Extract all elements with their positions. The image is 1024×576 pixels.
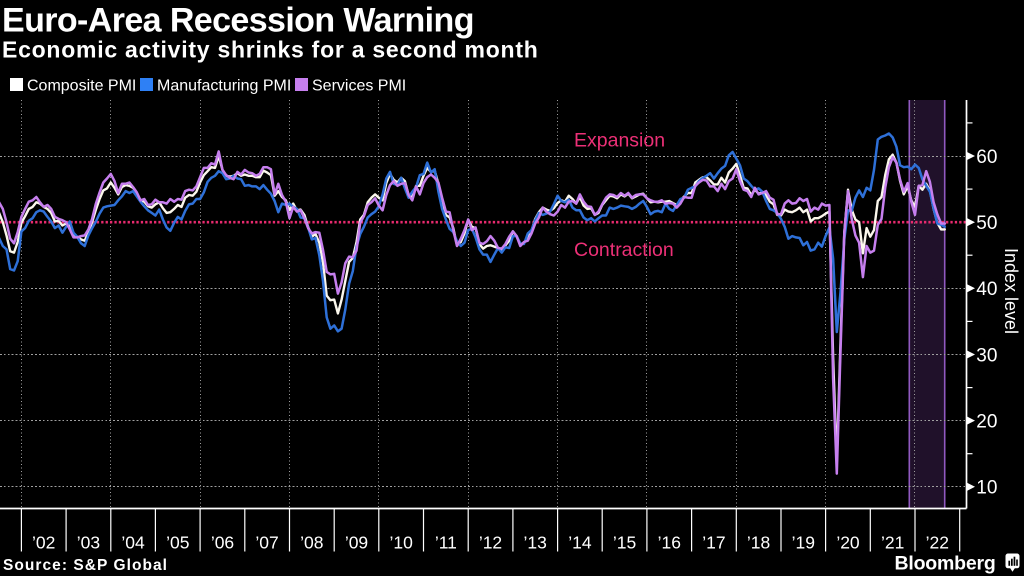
svg-text:Services PMI: Services PMI: [312, 78, 406, 95]
svg-text:’17: ’17: [702, 533, 725, 553]
svg-text:Source: S&P Global: Source: S&P Global: [3, 557, 168, 574]
svg-text:Bloomberg: Bloomberg: [895, 553, 996, 575]
svg-text:’13: ’13: [524, 533, 547, 553]
svg-text:’11: ’11: [435, 533, 457, 553]
svg-text:Manufacturing PMI: Manufacturing PMI: [157, 78, 291, 95]
svg-text:’03: ’03: [77, 533, 100, 553]
svg-text:’04: ’04: [121, 533, 145, 553]
svg-text:40: 40: [976, 279, 997, 300]
svg-text:’02: ’02: [32, 533, 55, 553]
svg-text:Composite PMI: Composite PMI: [27, 78, 136, 95]
svg-text:Expansion: Expansion: [574, 130, 665, 152]
svg-text:Index level: Index level: [1001, 248, 1021, 334]
svg-text:’16: ’16: [658, 533, 681, 553]
svg-text:’10: ’10: [390, 533, 414, 553]
svg-text:’22: ’22: [926, 533, 949, 553]
svg-text:60: 60: [976, 147, 997, 168]
svg-text:’06: ’06: [211, 533, 234, 553]
svg-text:50: 50: [976, 213, 997, 234]
svg-text:’07: ’07: [255, 533, 278, 553]
svg-text:10: 10: [976, 478, 997, 499]
svg-text:Contraction: Contraction: [574, 239, 674, 261]
svg-text:Economic activity shrinks for: Economic activity shrinks for a second m…: [2, 37, 539, 63]
svg-text:’19: ’19: [792, 533, 815, 553]
svg-text:30: 30: [976, 345, 997, 366]
svg-text:’15: ’15: [613, 533, 636, 553]
svg-text:’21: ’21: [881, 533, 904, 553]
svg-text:’18: ’18: [747, 533, 770, 553]
svg-text:’12: ’12: [479, 533, 502, 553]
svg-text:’05: ’05: [166, 533, 189, 553]
svg-text:20: 20: [976, 411, 997, 432]
svg-text:’14: ’14: [568, 533, 592, 553]
svg-text:’20: ’20: [836, 533, 860, 553]
svg-text:’08: ’08: [300, 533, 323, 553]
svg-text:Euro-Area Recession Warning: Euro-Area Recession Warning: [2, 2, 474, 40]
svg-text:’09: ’09: [345, 533, 368, 553]
